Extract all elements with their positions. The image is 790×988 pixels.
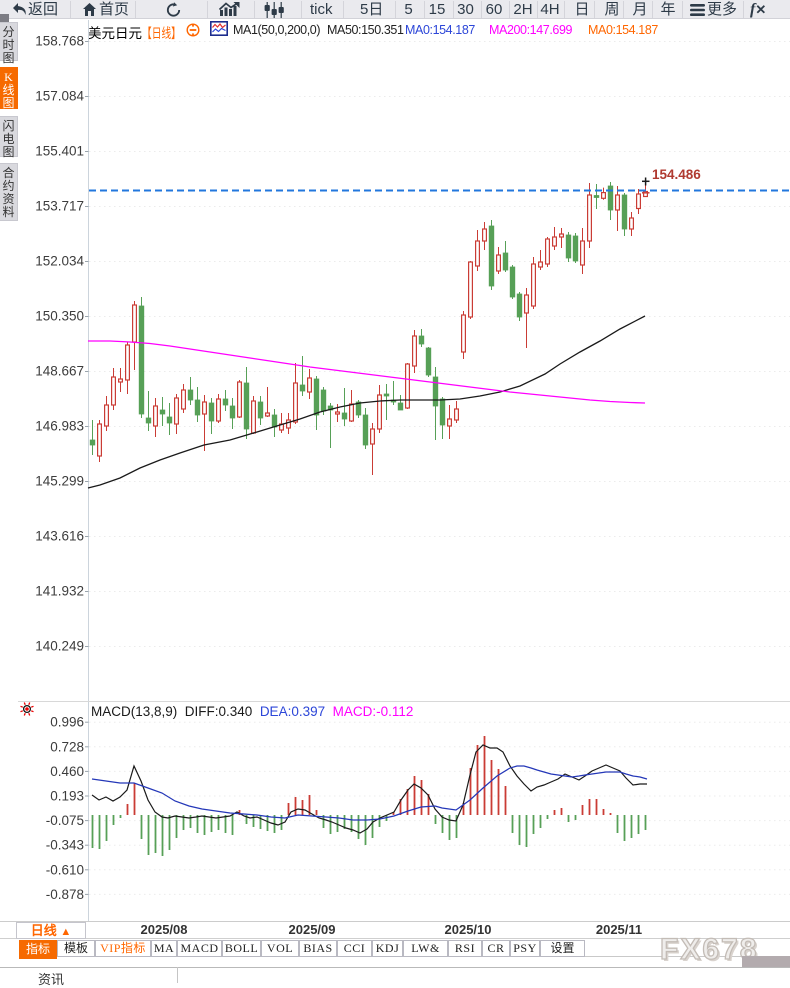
- svg-text:158.768: 158.768: [35, 34, 84, 49]
- svg-text:152.034: 152.034: [35, 254, 84, 269]
- svg-text:MACD(13,8,9) DIFF:0.340 DEA:: MACD(13,8,9) DIFF:0.340 DEA:0.397 MACD:-…: [91, 704, 413, 719]
- svg-text:148.667: 148.667: [35, 364, 84, 379]
- svg-text:150.350: 150.350: [35, 309, 84, 324]
- svg-text:-0.075: -0.075: [46, 813, 84, 828]
- svg-text:155.401: 155.401: [35, 144, 84, 159]
- svg-text:154.486: 154.486: [652, 167, 701, 182]
- svg-text:141.932: 141.932: [35, 584, 84, 599]
- svg-text:0.460: 0.460: [50, 764, 84, 779]
- svg-text:146.983: 146.983: [35, 419, 84, 434]
- svg-text:157.084: 157.084: [35, 89, 84, 104]
- svg-text:140.249: 140.249: [35, 639, 84, 654]
- svg-text:0.728: 0.728: [50, 739, 84, 754]
- svg-text:-0.610: -0.610: [46, 862, 84, 877]
- svg-text:0.996: 0.996: [50, 715, 84, 730]
- svg-text:0.193: 0.193: [50, 789, 84, 804]
- svg-text:145.299: 145.299: [35, 474, 84, 489]
- svg-text:153.717: 153.717: [35, 199, 84, 214]
- svg-text:-0.343: -0.343: [46, 838, 84, 853]
- svg-text:143.616: 143.616: [35, 529, 84, 544]
- svg-text:-0.878: -0.878: [46, 887, 84, 902]
